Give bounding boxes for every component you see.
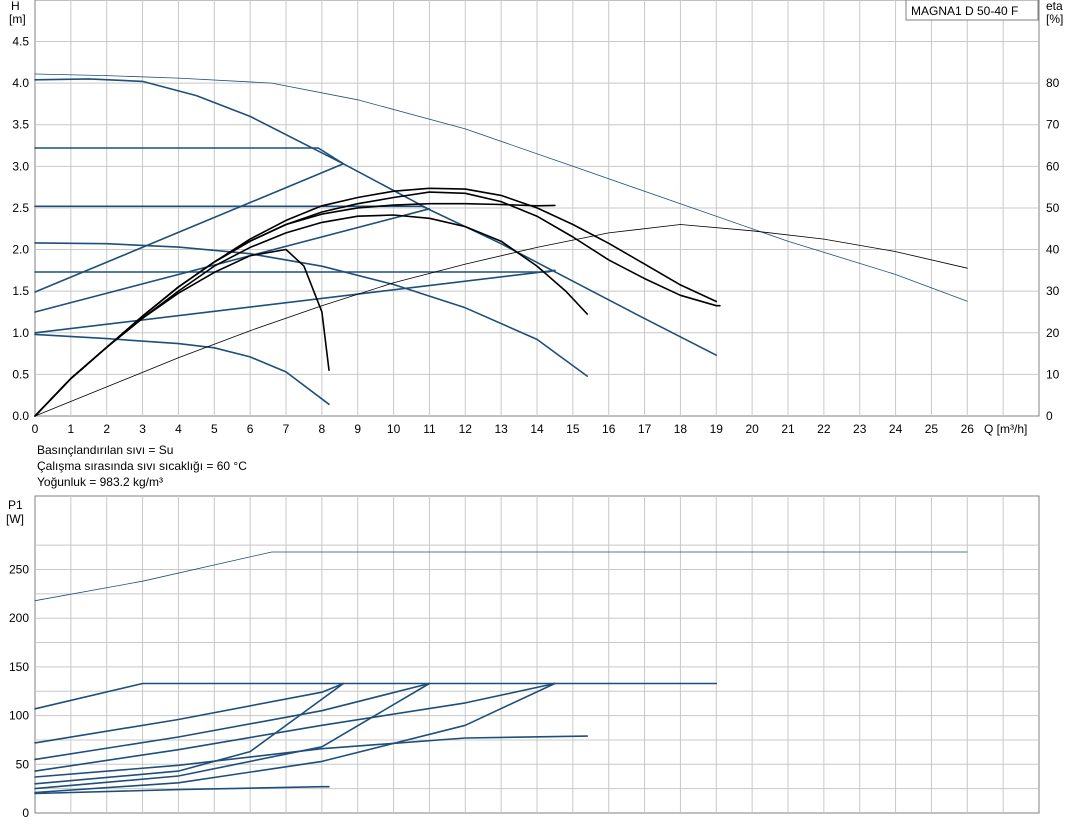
head-curve-3 <box>34 205 431 211</box>
y2-tick-label: 30 <box>1046 284 1060 298</box>
efficiency-curve-15 <box>34 202 556 417</box>
x-tick-label: 18 <box>674 422 688 436</box>
y-tick-label: 0.0 <box>12 409 29 423</box>
x-tick-label: 22 <box>817 422 831 436</box>
eta-axis-unit: [%] <box>1046 12 1063 26</box>
y-tick-label: 4.5 <box>12 35 29 49</box>
x-tick-label: 20 <box>745 422 759 436</box>
power-curve-5 <box>34 735 588 778</box>
flow-axis-label: Q [m³/h] <box>984 422 1027 436</box>
x-tick-label: 26 <box>961 422 975 436</box>
note-temperature: Çalışma sırasında sıvı sıcaklığı = 60 °C <box>37 459 247 473</box>
system-curve-8 <box>34 208 431 313</box>
x-tick-label: 9 <box>354 422 361 436</box>
head-chart-y2-ticks: 0 10 20 30 40 50 60 70 80 <box>1046 76 1060 423</box>
x-tick-label: 5 <box>211 422 218 436</box>
y2-tick-label: 80 <box>1046 76 1060 90</box>
head-axis-unit: [m] <box>9 12 26 26</box>
x-tick-label: 10 <box>387 422 401 436</box>
y2-tick-label: 60 <box>1046 159 1060 173</box>
y-tick-label: 1.5 <box>12 284 29 298</box>
power-curve-6 <box>34 682 345 785</box>
x-tick-label: 21 <box>781 422 795 436</box>
system-curve-9 <box>34 269 556 334</box>
power-chart-series <box>34 551 968 795</box>
head-curve-6 <box>34 333 330 406</box>
efficiency-curve-10 <box>34 224 968 417</box>
x-tick-label: 25 <box>925 422 939 436</box>
y2-tick-label: 20 <box>1046 326 1060 340</box>
x-tick-label: 8 <box>319 422 326 436</box>
head-chart-grid <box>35 0 1039 416</box>
power-curve-9 <box>34 785 330 795</box>
power-chart: 0 50 100 150 200 250 P1 [W] <box>6 495 1040 821</box>
system-curve-7 <box>34 163 345 293</box>
head-curve-4 <box>34 269 556 273</box>
y2-tick-label: 50 <box>1046 201 1060 215</box>
y-tick-label: 150 <box>9 660 29 674</box>
x-tick-label: 1 <box>68 422 75 436</box>
head-curve-0 <box>34 73 968 302</box>
head-chart-series <box>34 73 968 417</box>
power-curve-7 <box>34 682 431 790</box>
head-curve-1 <box>34 78 718 356</box>
x-tick-label: 24 <box>889 422 903 436</box>
power-chart-grid <box>35 496 1039 813</box>
y-tick-label: 1.0 <box>12 326 29 340</box>
y-tick-label: 2.5 <box>12 201 29 215</box>
model-name: MAGNA1 D 50-40 F <box>911 4 1018 18</box>
y2-tick-label: 40 <box>1046 243 1060 257</box>
y-tick-label: 250 <box>9 563 29 577</box>
x-tick-label: 4 <box>175 422 182 436</box>
power-chart-y-ticks: 0 50 100 150 200 250 <box>9 563 29 821</box>
power-axis-unit: [W] <box>6 512 24 526</box>
y2-tick-label: 70 <box>1046 118 1060 132</box>
x-tick-label: 19 <box>710 422 724 436</box>
fluid-notes: Basınçlandırılan sıvı = Su Çalışma sıras… <box>37 443 247 489</box>
y-tick-label: 50 <box>16 757 30 771</box>
x-tick-label: 3 <box>139 422 146 436</box>
x-tick-label: 6 <box>247 422 254 436</box>
note-density: Yoğunluk = 983.2 kg/m³ <box>37 475 163 489</box>
head-curve-5 <box>34 242 588 377</box>
x-tick-label: 17 <box>638 422 652 436</box>
x-tick-label: 23 <box>853 422 867 436</box>
x-tick-label: 16 <box>602 422 616 436</box>
x-tick-label: 15 <box>566 422 580 436</box>
power-curve-3 <box>34 682 431 761</box>
eta-axis-label: eta <box>1046 0 1063 13</box>
y-tick-label: 200 <box>9 611 29 625</box>
x-tick-label: 0 <box>32 422 39 436</box>
power-curve-2 <box>34 682 345 744</box>
x-tick-label: 11 <box>423 422 436 436</box>
efficiency-curve-12 <box>34 214 588 417</box>
power-curve-8 <box>34 682 556 794</box>
y-tick-label: 2.0 <box>12 243 29 257</box>
y-tick-label: 4.0 <box>12 76 29 90</box>
power-curve-0 <box>34 551 968 602</box>
power-curve-1 <box>34 682 718 710</box>
y-tick-label: 3.0 <box>12 159 29 173</box>
head-curve-2 <box>34 147 345 165</box>
head-chart-x-ticks: 0 1 2 3 4 5 6 7 8 9 10 11 12 13 14 15 16 17 18 19 20 21 22 23 24… <box>32 422 975 436</box>
y-tick-label: 100 <box>9 709 29 723</box>
x-tick-label: 14 <box>530 422 544 436</box>
y-tick-label: 0 <box>22 806 29 820</box>
x-tick-label: 12 <box>459 422 473 436</box>
head-axis-label: H <box>11 0 20 13</box>
head-efficiency-chart: 0 1 2 3 4 5 6 7 8 9 10 11 12 13 14 15 16 17 18 19 20 21 22 23 24… <box>9 0 1063 436</box>
power-curve-4 <box>34 682 556 772</box>
note-fluid: Basınçlandırılan sıvı = Su <box>37 443 173 457</box>
head-chart-y-ticks: 0.0 0.5 1.0 1.5 2.0 2.5 3.0 3.5 4.0 4.5 <box>12 35 29 424</box>
x-tick-label: 2 <box>103 422 110 436</box>
y-tick-label: 3.5 <box>12 118 29 132</box>
y2-tick-label: 10 <box>1046 367 1060 381</box>
x-tick-label: 13 <box>494 422 508 436</box>
model-box <box>905 0 1039 21</box>
y-tick-label: 0.5 <box>12 367 29 381</box>
power-axis-label: P1 <box>8 498 23 512</box>
y2-tick-label: 0 <box>1046 409 1053 423</box>
x-tick-label: 7 <box>283 422 290 436</box>
